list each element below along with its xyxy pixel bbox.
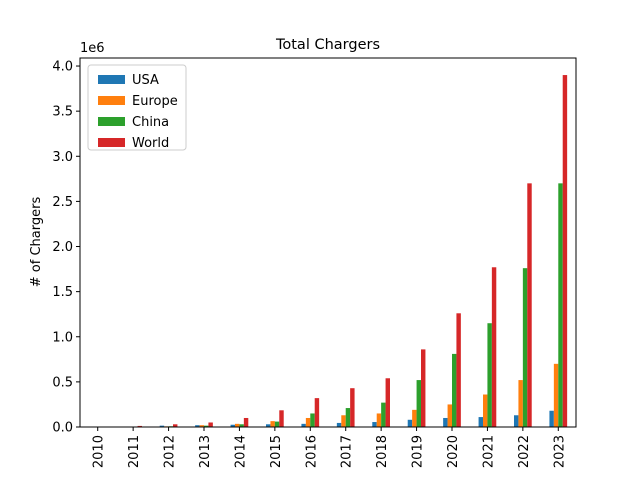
bar	[514, 415, 519, 427]
x-tick-label: 2015	[269, 435, 284, 468]
bar	[266, 424, 271, 427]
bar	[421, 349, 426, 427]
x-tick-label: 2021	[481, 435, 496, 468]
bar	[301, 423, 306, 427]
bar	[518, 380, 523, 427]
bar	[235, 423, 240, 427]
bar	[487, 323, 492, 427]
bar	[452, 353, 457, 427]
bar	[478, 417, 483, 427]
y-tick-label: 3.0	[52, 150, 73, 165]
bar	[558, 183, 563, 427]
bar	[199, 425, 204, 427]
bar	[270, 421, 275, 427]
bar	[230, 424, 235, 427]
x-tick-label: 2022	[517, 435, 532, 468]
y-tick-label: 2.5	[52, 195, 73, 210]
bar	[350, 388, 355, 427]
bar	[416, 380, 421, 427]
bar	[341, 415, 346, 427]
legend-label: Europe	[132, 94, 178, 109]
legend-swatch	[98, 96, 125, 105]
x-tick-label: 2023	[552, 435, 567, 468]
bar	[345, 408, 351, 427]
x-tick-label: 2020	[446, 435, 461, 468]
bar	[412, 409, 417, 427]
legend-swatch	[98, 117, 125, 126]
legend-swatch	[98, 75, 125, 84]
bar	[447, 404, 452, 427]
bar	[553, 363, 559, 427]
x-tick-label: 2012	[163, 435, 178, 468]
bar	[443, 417, 448, 427]
bar	[243, 417, 249, 427]
bar	[173, 424, 178, 427]
legend-box	[87, 64, 187, 151]
x-tick-label: 2017	[340, 435, 355, 468]
bar	[336, 422, 342, 427]
y-tick-label: 0.5	[52, 375, 73, 390]
legend-swatch	[98, 138, 125, 147]
y-offset-label: 1e6	[80, 41, 105, 56]
bar	[159, 425, 165, 427]
legend-label: World	[132, 136, 169, 151]
bar	[372, 422, 377, 427]
bar	[483, 394, 488, 427]
bar	[204, 425, 209, 427]
x-tick-label: 2010	[92, 435, 107, 468]
bar	[274, 421, 280, 427]
bar	[522, 268, 528, 427]
y-tick-label: 2.0	[52, 240, 73, 255]
plot-frame	[79, 57, 577, 428]
chart-title: Total Chargers	[275, 37, 380, 53]
y-tick-label: 4.0	[52, 60, 73, 75]
bar	[310, 413, 315, 427]
bar	[407, 419, 413, 427]
x-tick-label: 2013	[198, 435, 213, 468]
y-axis-label: # of Chargers	[29, 197, 44, 288]
x-tick-label: 2014	[233, 435, 248, 468]
legend-label: China	[132, 115, 169, 130]
x-tick-label: 2018	[375, 435, 390, 468]
bar	[239, 424, 244, 427]
legend-label: USA	[132, 73, 159, 88]
bar	[527, 183, 532, 427]
bar	[376, 413, 382, 427]
bar	[381, 402, 386, 427]
bar	[195, 425, 200, 427]
bar	[491, 267, 497, 427]
y-tick-label: 3.5	[52, 105, 73, 120]
bar	[456, 313, 461, 427]
x-tick-label: 2016	[304, 435, 319, 468]
bar	[562, 75, 568, 427]
bar	[208, 422, 213, 427]
y-tick-label: 1.5	[52, 285, 73, 300]
bar	[549, 410, 554, 427]
bar	[385, 378, 390, 427]
bar	[305, 417, 311, 427]
bar	[279, 410, 284, 427]
y-tick-label: 1.0	[52, 330, 73, 345]
bar	[137, 425, 142, 427]
x-tick-label: 2019	[411, 435, 426, 468]
y-tick-label: 0.0	[52, 421, 73, 436]
x-tick-label: 2011	[127, 435, 142, 468]
bar	[314, 398, 320, 427]
